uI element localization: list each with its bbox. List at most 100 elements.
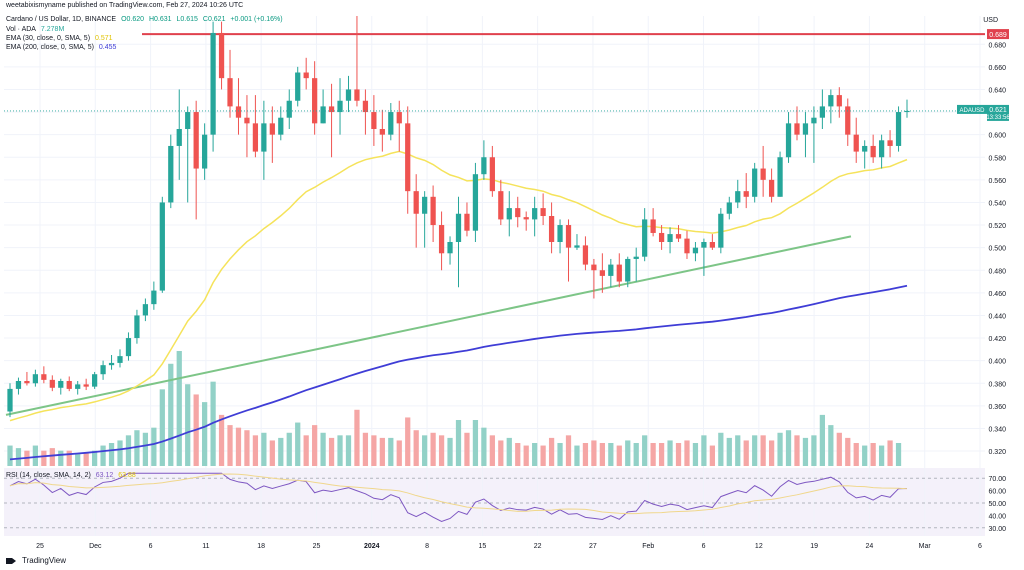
volume-bar: [853, 443, 859, 466]
candle-body: [675, 234, 682, 239]
volume-bar: [692, 443, 699, 466]
volume-bar: [185, 384, 191, 466]
candle-body: [582, 245, 589, 265]
y-axis-tick-label: 0.580: [988, 155, 1006, 162]
candle-body: [658, 232, 665, 242]
candle-body: [193, 112, 199, 169]
rsi-value: 63.12: [95, 472, 114, 479]
ema200-label: EMA (200, close, 0, SMA, 5): [6, 44, 94, 51]
y-axis-tick-label: 0.420: [988, 336, 1006, 343]
volume-bar: [269, 440, 275, 466]
candle-body: [760, 168, 766, 180]
candle-body: [185, 112, 191, 129]
candle-body: [371, 112, 377, 129]
candle-body: [345, 89, 352, 101]
x-axis-tick-label: 18: [257, 543, 265, 550]
volume-bar: [32, 445, 39, 466]
candle-body: [58, 380, 64, 388]
ema30-label: EMA (30, close, 0, SMA, 5): [6, 35, 91, 42]
candle-body: [565, 225, 572, 248]
candle-body: [735, 191, 741, 203]
volume-bar: [422, 435, 428, 466]
candle-body: [811, 117, 817, 124]
candle-body: [895, 112, 902, 146]
y-axis-tick-label: 0.540: [988, 200, 1006, 207]
candle-body: [422, 196, 428, 214]
volume-bar: [218, 414, 225, 466]
candle-body: [472, 174, 479, 231]
volume-bar: [718, 432, 724, 466]
volume-bar: [726, 437, 732, 466]
volume-bar: [345, 435, 352, 466]
volume-bar: [362, 432, 369, 466]
volume-bar: [523, 445, 529, 466]
volume-label: Vol · ADA: [6, 26, 36, 33]
rsi-axis-tick-label: 40.00: [988, 513, 1006, 520]
y-axis-tick-label: 0.480: [988, 268, 1006, 275]
candle-body: [845, 106, 851, 135]
symbol-tag-label: ADAUSD: [959, 108, 985, 114]
candle-body: [608, 264, 614, 276]
volume-bar: [760, 435, 766, 466]
volume-bar: [878, 445, 885, 466]
volume-bar: [811, 435, 817, 466]
candle-body: [616, 264, 622, 282]
volume-bar: [794, 435, 800, 466]
symbol-tag: [957, 104, 987, 114]
candle-body: [168, 145, 174, 203]
resistance-price-label: 0.689: [989, 32, 1007, 39]
candle-body: [75, 384, 81, 389]
volume-bar: [151, 427, 157, 466]
ema200-value: 0.455: [98, 44, 117, 51]
x-axis-tick-label: 8: [425, 543, 429, 550]
candle-body: [548, 216, 555, 242]
x-axis-tick-label: Feb: [642, 543, 654, 550]
candle-body: [83, 384, 89, 387]
candle-body: [498, 191, 504, 220]
volume-bar: [489, 435, 495, 466]
volume-bar: [354, 409, 360, 466]
candle-body: [49, 379, 55, 388]
volume-bar: [548, 437, 555, 466]
low-value: L0.615: [176, 16, 198, 23]
brand-name: TradingView: [22, 556, 67, 565]
volume-bar: [819, 414, 826, 466]
volume-bar: [295, 422, 301, 466]
candle-body: [718, 213, 724, 248]
candle-body: [278, 117, 284, 135]
volume-bar: [252, 435, 259, 466]
candle-body: [523, 217, 529, 220]
candle-body: [328, 106, 335, 113]
candle-body: [24, 380, 30, 384]
current-price-label: 0.621: [989, 107, 1007, 114]
volume-bar: [557, 443, 563, 466]
volume-bar: [540, 445, 546, 466]
volume-bar: [388, 437, 394, 466]
volume-bar: [802, 437, 809, 466]
candle-body: [396, 112, 402, 124]
candle-body: [506, 208, 512, 220]
candle-body: [269, 123, 275, 135]
volume-bar: [515, 443, 521, 466]
candle-body: [354, 89, 360, 101]
candle-body: [227, 78, 233, 107]
volume-bar: [658, 443, 665, 466]
candle-body: [32, 374, 39, 384]
rsi-axis-tick-label: 30.00: [988, 526, 1006, 533]
volume-bar: [709, 445, 715, 466]
volume-bar: [261, 432, 267, 466]
volume-bar: [650, 443, 656, 466]
volume-bar: [625, 440, 631, 466]
candle-body: [455, 213, 462, 242]
volume-bar: [49, 448, 55, 466]
candle-body: [405, 123, 411, 192]
candle-body: [15, 380, 22, 389]
volume-bar: [159, 389, 165, 466]
volume-bar: [591, 440, 597, 466]
volume-bar: [227, 425, 233, 466]
candle-body: [887, 140, 893, 146]
candle-body: [599, 270, 605, 276]
candle-body: [362, 100, 369, 113]
candle-body: [151, 290, 157, 305]
